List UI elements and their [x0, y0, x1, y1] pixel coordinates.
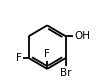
Text: F: F — [16, 53, 22, 63]
Text: Br: Br — [60, 68, 72, 78]
Text: OH: OH — [74, 31, 90, 41]
Text: F: F — [44, 49, 50, 59]
